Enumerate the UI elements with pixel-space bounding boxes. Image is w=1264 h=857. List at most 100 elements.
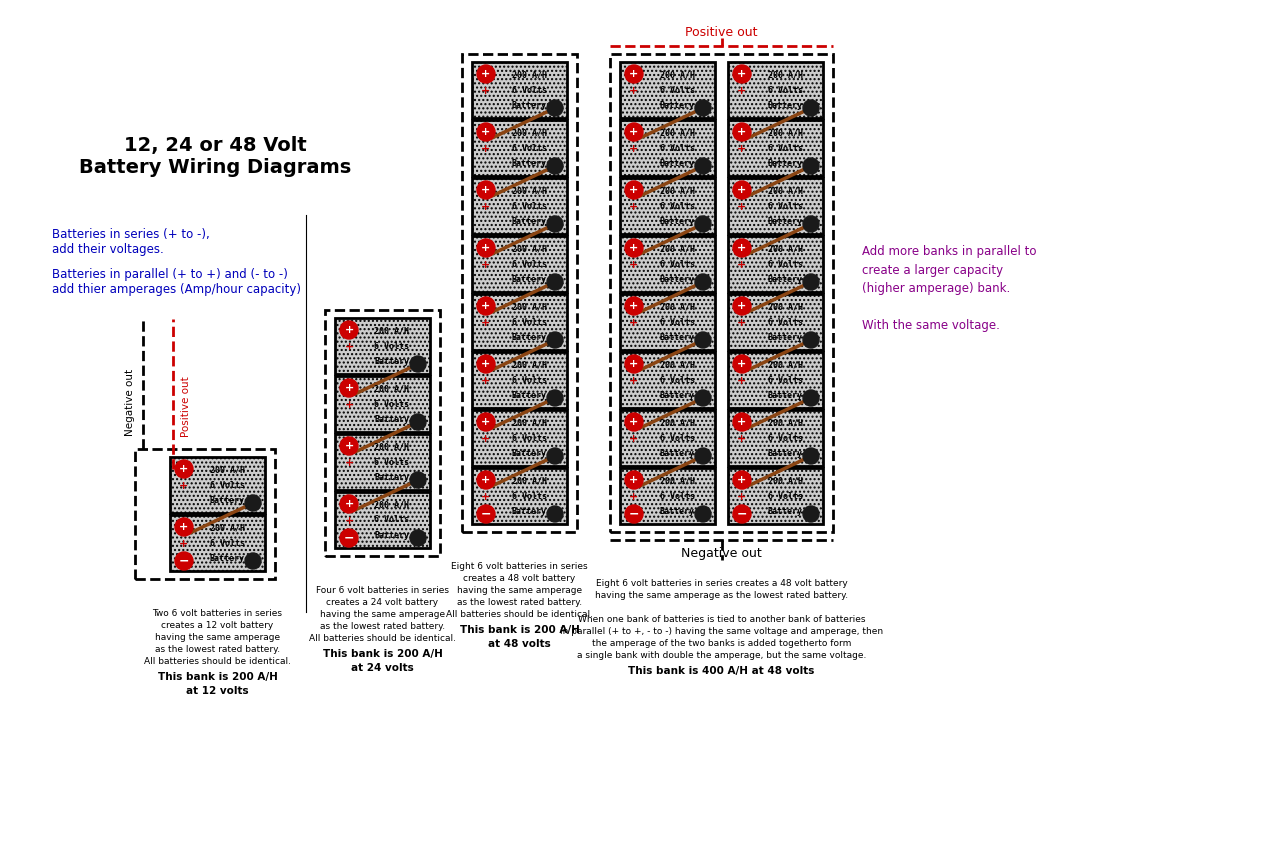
Text: Battery: Battery xyxy=(660,391,694,399)
Text: +: + xyxy=(737,86,747,96)
Bar xyxy=(335,376,430,432)
Text: 6 Volts: 6 Volts xyxy=(210,481,244,489)
Text: a single bank with double the amperage, but the same voltage.: a single bank with double the amperage, … xyxy=(576,651,866,660)
Text: 6 Volts: 6 Volts xyxy=(660,434,694,442)
Circle shape xyxy=(803,390,819,406)
Circle shape xyxy=(695,100,710,116)
Text: 200 A/H: 200 A/H xyxy=(374,442,410,452)
Text: having the same amperage: having the same amperage xyxy=(458,586,581,595)
Text: creates a 48 volt battery: creates a 48 volt battery xyxy=(464,574,575,583)
Text: 6 Volts: 6 Volts xyxy=(374,399,410,409)
Text: +: + xyxy=(482,492,490,502)
Text: +: + xyxy=(629,434,638,444)
Circle shape xyxy=(477,413,495,431)
Text: 200 A/H: 200 A/H xyxy=(210,524,244,532)
Text: 200 A/H: 200 A/H xyxy=(374,327,410,335)
Bar xyxy=(135,449,276,579)
Text: 200 A/H: 200 A/H xyxy=(660,361,694,369)
Circle shape xyxy=(695,158,710,174)
Circle shape xyxy=(733,471,751,489)
Bar xyxy=(621,468,715,524)
Text: 200 A/H: 200 A/H xyxy=(660,129,694,137)
Text: 6 Volts: 6 Volts xyxy=(767,492,803,500)
Text: +: + xyxy=(482,376,490,387)
Text: as the lowest rated battery.: as the lowest rated battery. xyxy=(320,622,445,631)
Text: Positive out: Positive out xyxy=(685,26,757,39)
Circle shape xyxy=(695,216,710,232)
Circle shape xyxy=(733,123,751,141)
Text: 200 A/H: 200 A/H xyxy=(660,244,694,254)
Text: +: + xyxy=(629,261,638,270)
Text: 6 Volts: 6 Volts xyxy=(374,458,410,466)
Text: Battery: Battery xyxy=(767,274,803,284)
Text: +: + xyxy=(179,464,188,474)
Text: at 12 volts: at 12 volts xyxy=(186,686,249,696)
Circle shape xyxy=(624,505,643,523)
Text: Battery: Battery xyxy=(660,274,694,284)
Text: All batteries should be identical.: All batteries should be identical. xyxy=(446,610,593,619)
Circle shape xyxy=(695,448,710,464)
Text: +: + xyxy=(482,261,490,270)
Text: 200 A/H: 200 A/H xyxy=(767,476,803,485)
Bar xyxy=(611,54,833,532)
Text: at 48 volts: at 48 volts xyxy=(488,639,551,649)
Text: 200 A/H: 200 A/H xyxy=(660,70,694,80)
Text: This bank is 200 A/H: This bank is 200 A/H xyxy=(460,625,579,635)
Bar xyxy=(621,62,715,118)
Text: When one bank of batteries is tied to another bank of batteries: When one bank of batteries is tied to an… xyxy=(578,615,866,624)
Circle shape xyxy=(733,239,751,257)
Text: having the same amperage: having the same amperage xyxy=(320,610,445,619)
Bar xyxy=(471,178,568,234)
Text: 200 A/H: 200 A/H xyxy=(374,385,410,393)
Bar xyxy=(728,62,823,118)
Circle shape xyxy=(477,181,495,199)
Circle shape xyxy=(245,495,260,511)
Circle shape xyxy=(340,495,358,513)
Text: +: + xyxy=(344,458,354,468)
Text: +: + xyxy=(629,69,638,79)
Text: 200 A/H: 200 A/H xyxy=(512,129,546,137)
Circle shape xyxy=(624,413,643,431)
Text: Battery Wiring Diagrams: Battery Wiring Diagrams xyxy=(78,158,351,177)
Text: 6 Volts: 6 Volts xyxy=(767,86,803,94)
Text: −: − xyxy=(737,507,747,520)
Bar xyxy=(728,120,823,176)
Circle shape xyxy=(803,274,819,290)
Circle shape xyxy=(477,123,495,141)
Text: +: + xyxy=(482,69,490,79)
Text: +: + xyxy=(629,144,638,154)
Circle shape xyxy=(695,332,710,348)
Circle shape xyxy=(477,297,495,315)
Circle shape xyxy=(547,506,562,522)
Text: +: + xyxy=(344,441,354,451)
Circle shape xyxy=(547,390,562,406)
Text: Four 6 volt batteries in series: Four 6 volt batteries in series xyxy=(316,586,449,595)
Text: +: + xyxy=(482,202,490,213)
Circle shape xyxy=(803,216,819,232)
Circle shape xyxy=(803,100,819,116)
Circle shape xyxy=(245,553,260,569)
Text: 200 A/H: 200 A/H xyxy=(767,70,803,80)
Text: 6 Volts: 6 Volts xyxy=(660,492,694,500)
Text: having the same amperage: having the same amperage xyxy=(155,633,281,642)
Text: Two 6 volt batteries in series: Two 6 volt batteries in series xyxy=(153,609,282,618)
Text: +: + xyxy=(737,144,747,154)
Text: +: + xyxy=(737,492,747,502)
Text: 6 Volts: 6 Volts xyxy=(767,143,803,153)
Bar xyxy=(335,434,430,490)
Text: +: + xyxy=(629,86,638,96)
Text: −: − xyxy=(178,554,190,567)
Text: Battery: Battery xyxy=(767,448,803,458)
Text: having the same amperage as the lowest rated battery.: having the same amperage as the lowest r… xyxy=(595,591,848,600)
Text: This bank is 200 A/H: This bank is 200 A/H xyxy=(158,672,277,682)
Text: +: + xyxy=(482,301,490,311)
Circle shape xyxy=(174,518,193,536)
Text: Battery: Battery xyxy=(512,506,546,516)
Circle shape xyxy=(477,239,495,257)
Text: +: + xyxy=(737,318,747,328)
Text: 200 A/H: 200 A/H xyxy=(767,361,803,369)
Bar xyxy=(621,236,715,292)
Text: +: + xyxy=(344,516,354,526)
Text: Eight 6 volt batteries in series: Eight 6 volt batteries in series xyxy=(451,562,588,571)
Circle shape xyxy=(174,552,193,570)
